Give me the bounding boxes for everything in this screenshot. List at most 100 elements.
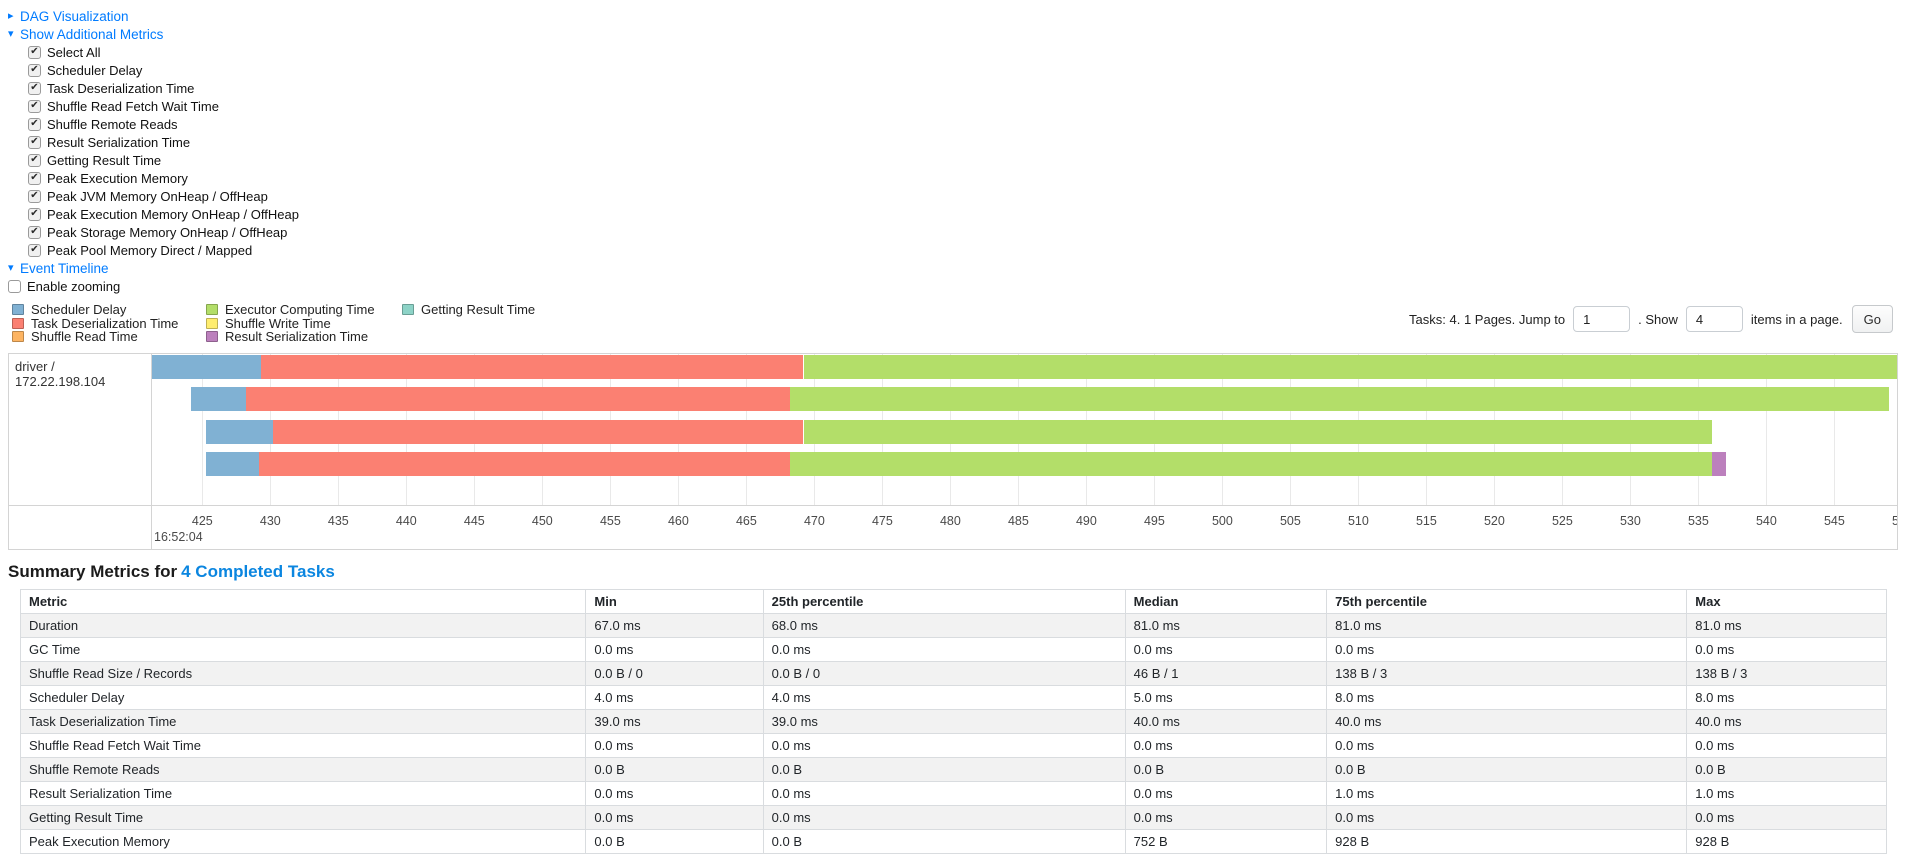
metric-option: Select All — [28, 43, 1907, 61]
task-segment-serialization[interactable] — [1712, 451, 1726, 476]
metric-checkbox[interactable] — [28, 99, 41, 113]
metric-checkbox[interactable] — [28, 45, 41, 59]
axis-tick-label: 445 — [463, 513, 485, 528]
metric-value-cell: 0.0 ms — [1326, 636, 1688, 662]
task-pagination: Tasks: 4. 1 Pages. Jump to . Show items … — [1409, 305, 1893, 333]
legend-label: Shuffle Write Time — [225, 315, 331, 331]
go-button[interactable]: Go — [1851, 305, 1893, 333]
legend-label: Shuffle Read Time — [31, 329, 138, 345]
metric-option: Peak Pool Memory Direct / Mapped — [28, 241, 1907, 259]
legend-swatch-executor — [206, 304, 218, 316]
task-segment-scheduler[interactable] — [152, 354, 261, 379]
summary-heading-text: Summary Metrics for — [8, 561, 178, 581]
axis-tick-label: 505 — [1279, 513, 1301, 528]
axis-tick-label: 470 — [803, 513, 825, 528]
metric-checkbox[interactable] — [28, 171, 41, 185]
metric-value-cell: 81.0 ms — [1124, 612, 1328, 638]
metric-name-cell: Duration — [19, 612, 587, 638]
task-segment-scheduler[interactable] — [206, 419, 273, 444]
metric-option: Peak Execution Memory OnHeap / OffHeap — [28, 205, 1907, 223]
metric-name-cell: Shuffle Read Size / Records — [19, 660, 587, 686]
task-segment-scheduler[interactable] — [191, 386, 246, 411]
timeline-axis: 16:52:04 425 430 435 440 445 450 455 460 465 470 4… — [152, 506, 1897, 549]
metric-checkbox-label: Peak Storage Memory OnHeap / OffHeap — [47, 224, 288, 240]
event-timeline-toggle[interactable]: ▾ Event Timeline — [8, 259, 1907, 277]
metric-checkbox[interactable] — [28, 153, 41, 167]
metric-option: Peak JVM Memory OnHeap / OffHeap — [28, 187, 1907, 205]
summary-metrics-heading: Summary Metrics for 4 Completed Tasks — [8, 562, 1907, 582]
metric-checkbox[interactable] — [28, 243, 41, 257]
metric-checkbox-label: Getting Result Time — [47, 152, 162, 168]
metric-name-cell: Scheduler Delay — [19, 684, 587, 710]
enable-zooming-checkbox[interactable] — [8, 279, 21, 293]
metric-checkbox[interactable] — [28, 225, 41, 239]
task-segment-executor[interactable] — [803, 419, 1712, 444]
task-segment-deserialization[interactable] — [259, 451, 790, 476]
table-column-header: Max — [1686, 588, 1887, 614]
table-row: Shuffle Read Size / Records 0.0 B / 0 0.0 … — [19, 660, 1887, 686]
show-additional-metrics-toggle[interactable]: ▾ Show Additional Metrics — [8, 25, 1907, 43]
legend-column: Scheduler Delay Task Deserialization Time… — [12, 302, 188, 345]
table-row: Shuffle Read Fetch Wait Time 0.0 ms 0.0 ms… — [19, 732, 1887, 758]
legend-label: Scheduler Delay — [31, 302, 127, 318]
metric-checkbox[interactable] — [28, 117, 41, 131]
legend-swatch-serialization — [206, 331, 218, 343]
axis-tick-label: 535 — [1687, 513, 1709, 528]
metric-option: Getting Result Time — [28, 151, 1907, 169]
dag-visualization-toggle[interactable]: ▸ DAG Visualization — [8, 7, 1907, 25]
metric-value-cell: 0.0 ms — [585, 804, 764, 830]
metric-value-cell: 0.0 ms — [585, 732, 764, 758]
metric-value-cell: 8.0 ms — [1326, 684, 1688, 710]
completed-tasks-link[interactable]: 4 Completed Tasks — [181, 561, 335, 581]
metric-checkbox[interactable] — [28, 135, 41, 149]
task-segment-deserialization[interactable] — [245, 386, 790, 411]
metric-value-cell: 138 B / 3 — [1686, 660, 1887, 686]
metric-value-cell: 39.0 ms — [585, 708, 764, 734]
metric-checkbox-label: Shuffle Read Fetch Wait Time — [47, 98, 219, 114]
metric-value-cell: 0.0 B — [762, 756, 1126, 782]
legend-swatch-scheduler — [12, 304, 24, 316]
dag-visualization-link[interactable]: DAG Visualization — [20, 8, 129, 24]
metric-option: Shuffle Read Fetch Wait Time — [28, 97, 1907, 115]
metric-value-cell: 0.0 B / 0 — [585, 660, 764, 686]
items-per-page-input[interactable] — [1685, 306, 1743, 332]
metric-value-cell: 0.0 ms — [585, 780, 764, 806]
table-row: Peak Execution Memory 0.0 B 0.0 B 752 B 928 … — [19, 828, 1887, 854]
task-segment-executor[interactable] — [789, 451, 1712, 476]
metric-name-cell: Task Deserialization Time — [19, 708, 587, 734]
collapsed-arrow-icon: ▸ — [8, 9, 14, 22]
legend-swatch-shuffle_read — [12, 331, 24, 343]
task-segment-deserialization[interactable] — [260, 354, 804, 379]
table-row: GC Time 0.0 ms 0.0 ms 0.0 ms 0.0 ms 0.0 ms — [19, 636, 1887, 662]
show-additional-metrics-link[interactable]: Show Additional Metrics — [20, 26, 164, 42]
task-segment-scheduler[interactable] — [206, 451, 260, 476]
event-timeline-link[interactable]: Event Timeline — [20, 260, 109, 276]
task-timeline-bar — [152, 451, 1897, 476]
legend-item: Getting Result Time — [402, 302, 536, 318]
metric-value-cell: 0.0 ms — [1124, 732, 1328, 758]
task-segment-executor[interactable] — [803, 354, 1897, 379]
axis-tick-label: 540 — [1755, 513, 1777, 528]
metric-value-cell: 0.0 B — [1326, 756, 1688, 782]
task-segment-executor[interactable] — [789, 386, 1889, 411]
metric-value-cell: 40.0 ms — [1124, 708, 1328, 734]
metric-checkbox-label: Scheduler Delay — [47, 62, 143, 78]
jump-to-page-input[interactable] — [1573, 306, 1631, 332]
metric-checkbox[interactable] — [28, 189, 41, 203]
task-segment-deserialization[interactable] — [273, 419, 804, 444]
metric-checkbox[interactable] — [28, 207, 41, 221]
metric-checkbox[interactable] — [28, 63, 41, 77]
axis-tick-label: 425 — [191, 513, 213, 528]
metric-value-cell: 0.0 ms — [762, 780, 1126, 806]
metric-value-cell: 0.0 ms — [1686, 732, 1887, 758]
legend-item: Scheduler Delay — [12, 302, 188, 318]
metric-value-cell: 0.0 ms — [1124, 780, 1328, 806]
metric-option: Task Deserialization Time — [28, 79, 1907, 97]
legend-label: Getting Result Time — [421, 302, 536, 318]
metric-value-cell: 928 B — [1326, 828, 1688, 854]
executor-row-label: driver / 172.22.198.104 — [9, 353, 152, 506]
metric-checkbox[interactable] — [28, 81, 41, 95]
metric-checkbox-label: Peak Execution Memory — [47, 170, 188, 186]
metric-value-cell: 0.0 ms — [1124, 636, 1328, 662]
metric-value-cell: 39.0 ms — [762, 708, 1126, 734]
